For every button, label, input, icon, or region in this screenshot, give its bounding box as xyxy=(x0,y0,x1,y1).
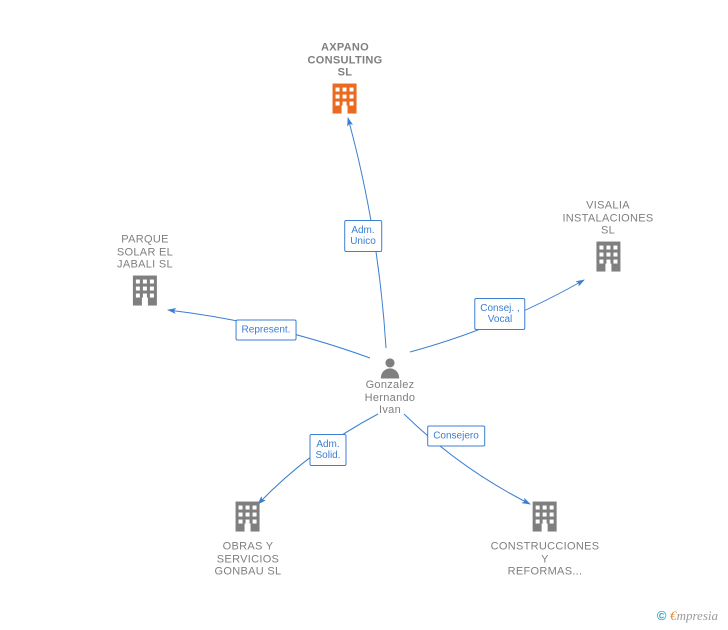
building-icon xyxy=(531,502,559,532)
edge-label-consejero: Consejero xyxy=(427,426,485,447)
company-label: PARQUE SOLAR EL JABALI SL xyxy=(117,234,173,272)
edge-label-adm-unico: Adm. Unico xyxy=(344,220,382,252)
copyright-symbol: © xyxy=(657,608,667,623)
company-label: VISALIA INSTALACIONES SL xyxy=(562,200,653,238)
company-label: OBRAS Y SERVICIOS GONBAU SL xyxy=(215,541,282,579)
company-node-axpano[interactable]: AXPANO CONSULTING SL xyxy=(308,42,383,119)
building-icon xyxy=(331,83,359,113)
building-icon xyxy=(594,241,622,271)
building-icon xyxy=(234,502,262,532)
building-icon xyxy=(131,275,159,305)
center-label-text: Gonzalez Hernando Ivan xyxy=(365,379,416,417)
edge-label-represent: Represent. xyxy=(236,320,297,341)
company-node-parque[interactable]: PARQUE SOLAR EL JABALI SL xyxy=(117,234,173,311)
diagram-stage: Gonzalez Hernando Ivan AXPANO CONSULTING… xyxy=(0,0,728,630)
person-icon xyxy=(379,356,401,380)
edge-label-consej-vocal: Consej. , Vocal xyxy=(474,298,525,330)
company-node-construcciones[interactable]: CONSTRUCCIONES Y REFORMAS... xyxy=(491,502,600,579)
logo-rest: mpresia xyxy=(677,608,718,623)
company-node-obras[interactable]: OBRAS Y SERVICIOS GONBAU SL xyxy=(215,502,282,579)
company-label: AXPANO CONSULTING SL xyxy=(308,42,383,80)
edge-label-adm-solid: Adm. Solid. xyxy=(309,434,346,466)
logo: © €mpresia xyxy=(657,608,718,624)
company-label: CONSTRUCCIONES Y REFORMAS... xyxy=(491,541,600,579)
center-person-label: Gonzalez Hernando Ivan xyxy=(365,377,416,417)
company-node-visalia[interactable]: VISALIA INSTALACIONES SL xyxy=(562,200,653,277)
